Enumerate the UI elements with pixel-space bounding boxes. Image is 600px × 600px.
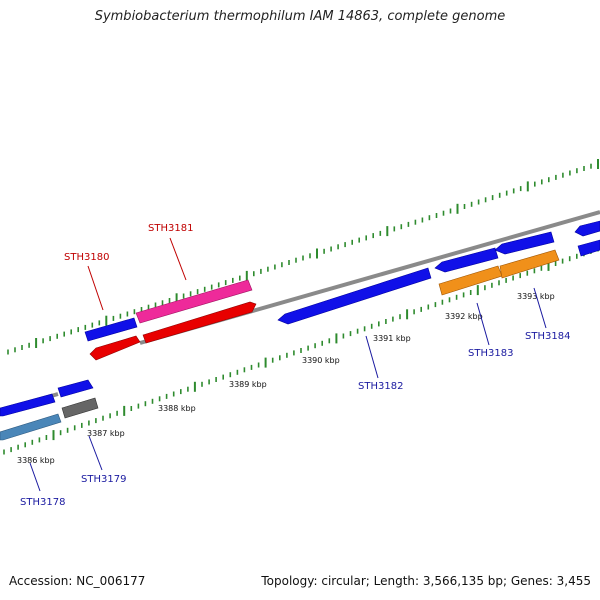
scale-label: 3386 kbp	[17, 456, 55, 465]
gene-arrow-sth3183-upper[interactable]	[434, 247, 499, 273]
accession-text: Accession: NC_006177	[9, 574, 146, 588]
gene-arrow-sth3181-lower[interactable]	[142, 301, 257, 344]
gene-label-leader-sth3180	[87, 265, 104, 311]
gene-arrow-sth3184-upper[interactable]	[494, 231, 555, 255]
scale-label: 3390 kbp	[302, 356, 340, 365]
gene-label-sth3180[interactable]: STH3180	[64, 252, 109, 263]
gene-label-leader-sth3179	[88, 435, 103, 471]
gene-label-leader-sth3178	[29, 462, 41, 492]
scale-label: 3387 kbp	[87, 429, 125, 438]
gene-label-sth3181[interactable]: STH3181	[148, 223, 193, 234]
gene-arrow-sth3184-lower[interactable]	[499, 249, 560, 279]
genome-summary-text: Topology: circular; Length: 3,566,135 bp…	[261, 574, 591, 588]
scale-label: 3389 kbp	[229, 380, 267, 389]
gene-label-leader-sth3182	[365, 335, 379, 379]
scale-label: 3392 kbp	[445, 312, 483, 321]
gene-label-leader-sth3181	[169, 237, 187, 281]
gene-label-sth3183[interactable]: STH3183	[468, 348, 513, 359]
gene-arrow-right-lower[interactable]	[577, 239, 600, 257]
outer-tick-track	[7, 159, 599, 355]
gene-label-sth3184[interactable]: STH3184	[525, 331, 570, 342]
gene-arrow-right-upper[interactable]	[574, 220, 600, 237]
gene-label-sth3178[interactable]: STH3178	[20, 497, 65, 508]
gene-arrow-sth3180-upper[interactable]	[84, 317, 138, 342]
map-title: Symbiobacterium thermophilum IAM 14863, …	[94, 9, 506, 24]
gene-label-leader-sth3184	[533, 287, 547, 329]
scale-label: 3391 kbp	[373, 334, 411, 343]
gene-arrow-sth3179-upper[interactable]	[57, 379, 94, 398]
scale-label: 3393 kbp	[517, 292, 555, 301]
gene-arrow-sth3182[interactable]	[277, 267, 432, 325]
gene-arrow-sth3179-lower[interactable]	[61, 397, 99, 419]
gene-arrow-sth3178-lower[interactable]	[0, 413, 62, 441]
scale-label: 3388 kbp	[158, 404, 196, 413]
gene-arrow-sth3180-lower[interactable]	[89, 335, 141, 361]
gene-label-leader-sth3183	[476, 302, 490, 346]
gene-arrow-sth3178-upper[interactable]	[0, 393, 56, 417]
gene-label-sth3179[interactable]: STH3179	[81, 474, 126, 485]
inner-tick-track	[3, 246, 599, 455]
gene-arrow-sth3181-upper[interactable]	[135, 279, 253, 324]
gene-label-sth3182[interactable]: STH3182	[358, 381, 403, 392]
